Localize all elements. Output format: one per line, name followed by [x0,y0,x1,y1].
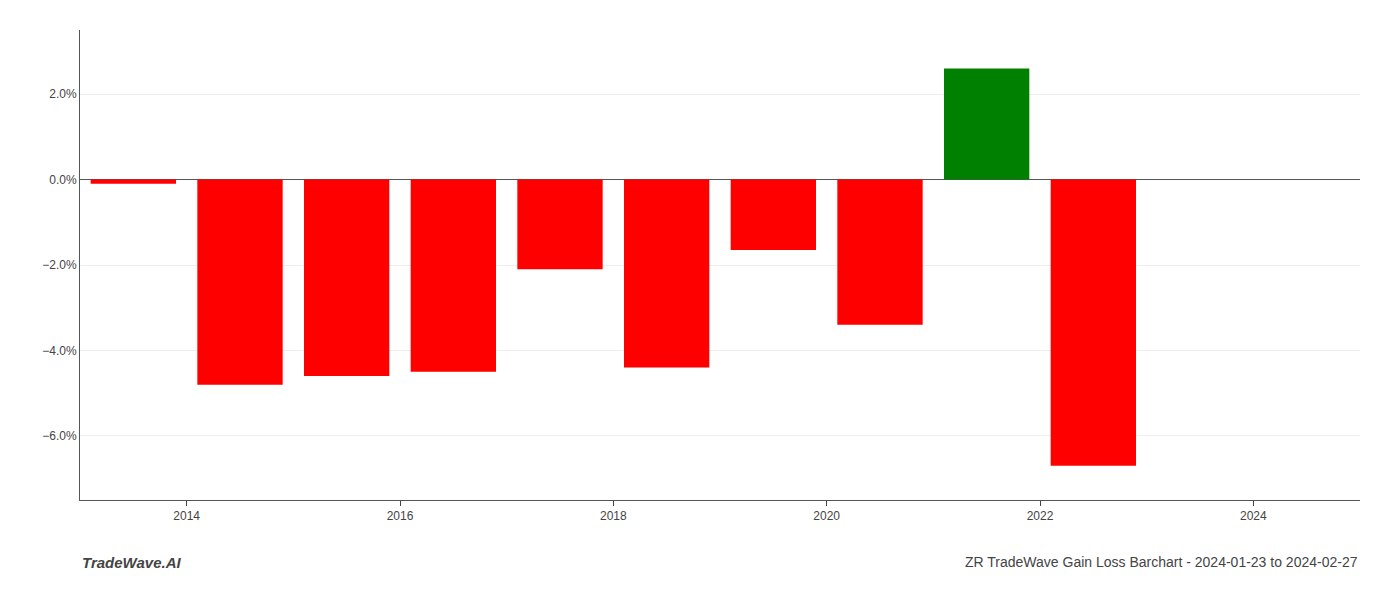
svg-text:−6.0%: −6.0% [42,429,77,443]
svg-text:2020: 2020 [813,509,840,523]
svg-text:2.0%: 2.0% [49,87,77,101]
svg-text:2018: 2018 [600,509,627,523]
svg-text:2014: 2014 [173,509,200,523]
svg-text:2016: 2016 [387,509,414,523]
svg-text:TradeWave.AI: TradeWave.AI [82,554,181,571]
svg-text:2022: 2022 [1027,509,1054,523]
svg-text:2024: 2024 [1240,509,1267,523]
svg-text:0.0%: 0.0% [49,173,77,187]
svg-text:−4.0%: −4.0% [42,344,77,358]
svg-text:−2.0%: −2.0% [42,258,77,272]
svg-text:ZR TradeWave Gain Loss Barchar: ZR TradeWave Gain Loss Barchart - 2024-0… [965,554,1358,570]
